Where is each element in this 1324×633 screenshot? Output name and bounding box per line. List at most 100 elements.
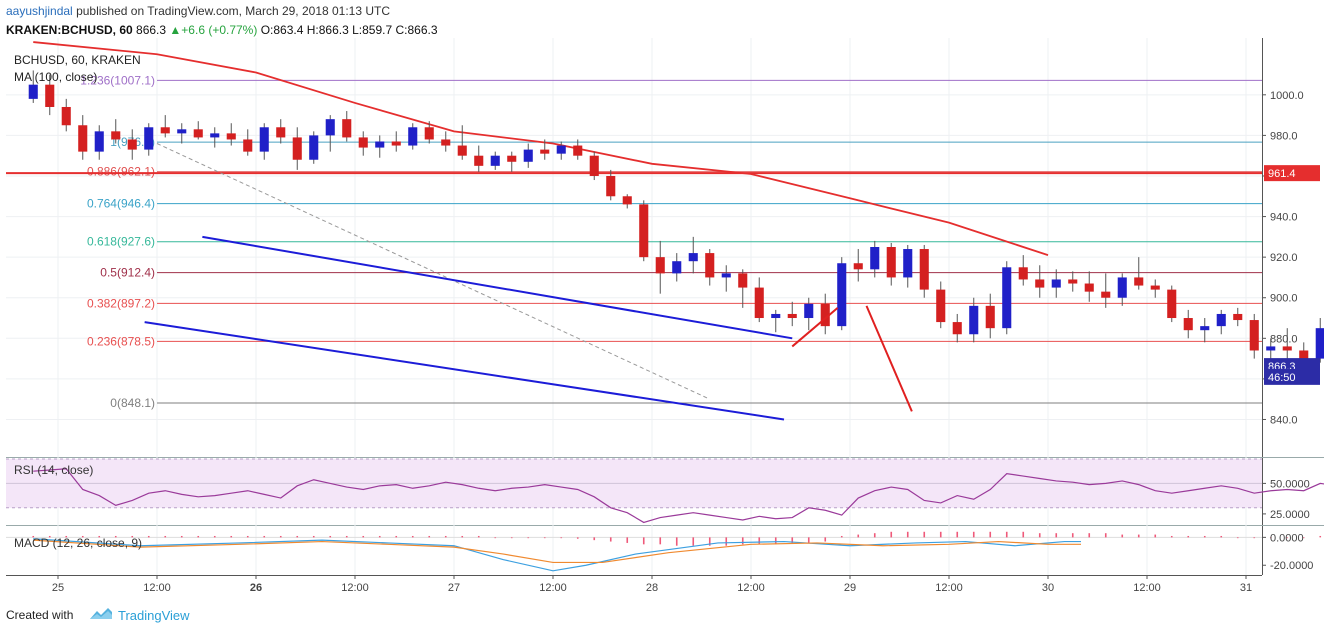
chart-canvas[interactable]: 1.236(1007.1)1(976.7)0.886(962.1)0.764(9… [0,38,1324,600]
chart-header: aayushjindal published on TradingView.co… [0,0,1324,42]
candle-body [606,175,616,197]
macd-histogram-bar [626,537,629,543]
macd-histogram-bar [824,537,827,542]
time-tick-label: 29 [844,582,856,594]
candle [309,131,319,164]
candle-body [94,131,104,152]
candle-body [1216,313,1226,327]
macd-histogram-bar [411,535,414,538]
candle [820,293,830,335]
macd-histogram-bar [1170,535,1173,538]
candle-body [1018,267,1028,280]
macd-histogram-bar [1005,531,1008,538]
candle-body [688,253,698,262]
candle [1315,318,1324,363]
candle [738,269,748,308]
candle-body [61,106,71,126]
candle-body [292,137,302,160]
candle [490,151,500,170]
macd-histogram-bar [1319,535,1322,538]
candle-body [144,127,154,150]
candle [375,135,385,158]
candle-body [1068,279,1078,284]
macd-histogram-bar [131,535,134,538]
macd-histogram-bar [1088,533,1091,538]
macd-histogram-bar [758,537,761,545]
candle [1068,271,1078,292]
macd-histogram-bar [48,535,51,538]
fib-level-label: 0(848.1) [110,396,155,410]
price-tick-label: 980.0 [1270,130,1298,142]
macd-histogram-bar [807,537,810,543]
candle-body [127,139,137,150]
candle-body [1266,346,1276,351]
candle-body [771,313,781,319]
macd-histogram-bar [840,535,843,538]
candle [655,240,665,294]
candle-body [507,155,517,162]
time-tick-label: 12:00 [935,582,963,594]
candle-body [886,247,896,278]
candle-body [226,133,236,140]
macd-histogram-bar [791,537,794,543]
candle [886,242,896,286]
candle-body [540,149,550,154]
macd-histogram-bar [939,531,942,538]
candle-body [457,145,467,156]
time-tick-label: 26 [250,582,262,594]
candle [573,139,583,160]
price-tick-label: 1000.0 [1270,90,1304,102]
candle [754,277,764,323]
macd-histogram-bar [609,537,612,542]
candle [325,115,335,152]
macd-histogram-bar [1269,537,1272,539]
candle [408,123,418,150]
candle [210,127,220,148]
macd-histogram-bar [114,535,117,538]
candle-body [45,84,55,107]
candle-body [1051,279,1061,288]
candle [243,129,253,156]
candle-body [1035,279,1045,288]
ohlc-values: O:863.4 H:866.3 L:859.7 C:866.3 [260,23,438,37]
macd-line [33,538,1081,572]
macd-histogram-bar [147,535,150,538]
macd-tick-label: 0.0000 [1270,532,1304,544]
projection-line [865,305,913,412]
macd-histogram-bar [741,537,744,545]
macd-histogram-bar [65,535,68,538]
candle-body [853,263,863,270]
candle-body [375,141,385,148]
projection-line [791,307,839,348]
candle [94,125,104,160]
rsi-tick-label: 25.0000 [1270,509,1310,521]
author-link[interactable]: aayushjindal [6,4,73,18]
candle [1018,255,1028,286]
candle-body [441,139,451,146]
price-tick-label: 840.0 [1270,414,1298,426]
candle-body [490,155,500,166]
candle-body [721,273,731,278]
candle [1101,273,1111,308]
macd-histogram-bar [345,535,348,538]
candle [507,151,517,172]
time-tick-label: 12:00 [341,582,369,594]
candle-body [358,137,368,148]
tradingview-brand[interactable]: TradingView [118,608,190,623]
macd-histogram-bar [461,535,464,538]
candle [292,127,302,170]
candle-body [936,289,946,323]
macd-histogram-bar [642,537,645,545]
macd-histogram-bar [956,531,959,538]
candle [144,123,154,156]
macd-histogram-bar [362,535,365,538]
candle [837,257,847,331]
candle [1282,328,1292,359]
macd-histogram-bar [725,537,728,546]
tradingview-logo-icon [90,608,112,619]
price-axis-background [1262,38,1324,600]
candle-body [391,141,401,146]
candle-body [259,127,269,152]
time-tick-label: 30 [1042,582,1054,594]
candle [342,111,352,142]
